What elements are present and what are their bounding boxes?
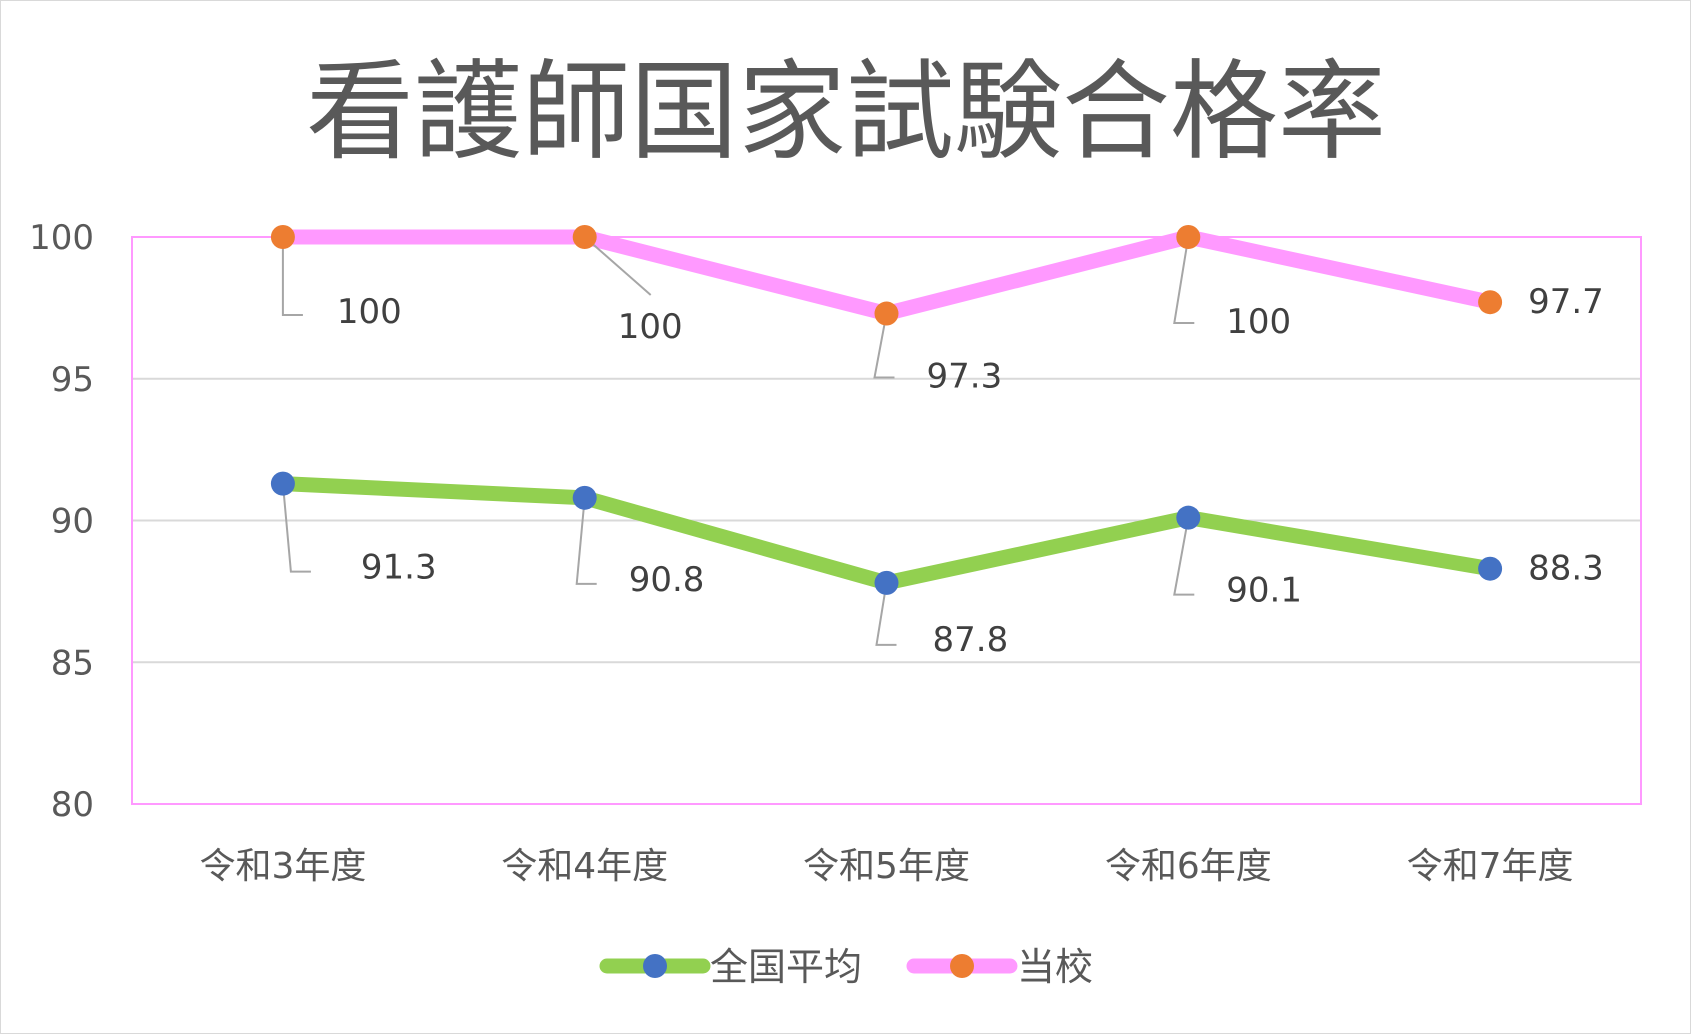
data-label: 100 — [618, 307, 683, 347]
leader-line — [575, 497, 597, 585]
y-axis: 80 85 90 95 100 — [29, 218, 94, 825]
data-label: 87.8 — [933, 620, 1009, 660]
data-point — [1478, 556, 1503, 581]
leader-line — [281, 237, 303, 316]
leader-lines — [281, 236, 1195, 646]
legend-label: 当校 — [1017, 945, 1093, 989]
data-point — [1478, 290, 1503, 315]
data-point — [572, 485, 597, 510]
data-label: 97.3 — [927, 357, 1003, 397]
data-label: 90.1 — [1226, 571, 1302, 611]
series-line — [275, 476, 1498, 591]
y-tick-label: 80 — [51, 785, 94, 825]
data-point — [1176, 505, 1201, 530]
leader-line — [1173, 236, 1195, 324]
series-layer — [275, 229, 1498, 591]
legend-label: 全国平均 — [710, 945, 862, 989]
y-tick-label: 100 — [29, 218, 94, 258]
data-point — [1176, 225, 1201, 249]
data-label: 100 — [337, 292, 402, 332]
data-label: 91.3 — [361, 548, 437, 588]
plot-area-border — [131, 236, 1642, 805]
data-label: 100 — [1226, 302, 1291, 342]
data-point — [572, 225, 597, 249]
data-label: 88.3 — [1528, 549, 1604, 589]
x-tick-label: 令和5年度 — [803, 846, 970, 887]
markers — [270, 225, 1503, 595]
legend-marker — [643, 954, 667, 978]
legend-marker — [950, 954, 974, 978]
chart-title: 看護師国家試験合格率 — [306, 50, 1386, 175]
leader-line — [584, 236, 652, 296]
x-tick-label: 令和6年度 — [1105, 846, 1272, 887]
x-tick-label: 令和3年度 — [199, 846, 366, 887]
leader-line — [875, 582, 897, 646]
data-point — [270, 225, 295, 249]
data-point — [874, 301, 899, 326]
leader-line — [1173, 517, 1195, 596]
data-label: 90.8 — [629, 560, 705, 600]
data-point — [874, 570, 899, 595]
data-label: 97.7 — [1528, 282, 1604, 322]
y-tick-label: 90 — [51, 502, 94, 542]
x-axis: 令和3年度 令和4年度 令和5年度 令和6年度 令和7年度 — [199, 846, 1573, 887]
leader-line — [281, 483, 311, 573]
y-tick-label: 85 — [51, 643, 94, 683]
data-labels: 91.3 90.8 87.8 90.1 88.3 100 100 97.3 100 97.7 — [337, 282, 1604, 660]
x-tick-label: 令和4年度 — [501, 846, 668, 887]
data-point — [270, 471, 295, 496]
x-tick-label: 令和7年度 — [1407, 846, 1574, 887]
y-tick-label: 95 — [51, 360, 94, 400]
leader-line — [873, 313, 895, 379]
legend: 全国平均 当校 — [599, 945, 1093, 989]
